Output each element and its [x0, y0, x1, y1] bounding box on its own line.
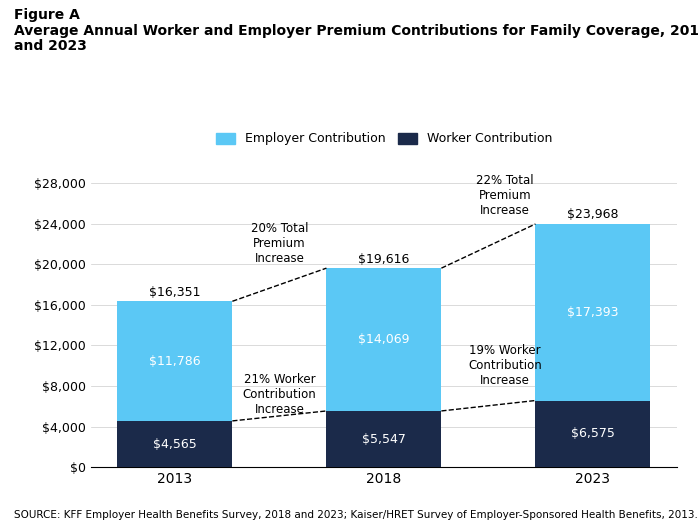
Text: SOURCE: KFF Employer Health Benefits Survey, 2018 and 2023; Kaiser/HRET Survey o: SOURCE: KFF Employer Health Benefits Sur…	[14, 510, 698, 520]
Text: $4,565: $4,565	[153, 437, 197, 450]
Text: 20% Total
Premium
Increase: 20% Total Premium Increase	[251, 223, 308, 266]
Text: $17,393: $17,393	[567, 306, 618, 319]
Text: $16,351: $16,351	[149, 286, 200, 299]
Text: $14,069: $14,069	[358, 333, 410, 346]
Text: 22% Total
Premium
Increase: 22% Total Premium Increase	[476, 174, 534, 217]
Bar	[535, 224, 651, 401]
Text: $11,786: $11,786	[149, 354, 201, 367]
Bar	[535, 401, 651, 467]
Legend: Employer Contribution, Worker Contribution: Employer Contribution, Worker Contributi…	[211, 128, 557, 150]
Bar	[327, 411, 441, 467]
Text: Figure A: Figure A	[14, 8, 80, 22]
Text: $6,575: $6,575	[571, 427, 615, 440]
Text: 21% Worker
Contribution
Increase: 21% Worker Contribution Increase	[242, 373, 316, 416]
Text: $19,616: $19,616	[358, 253, 410, 266]
Bar	[117, 301, 232, 421]
Text: Average Annual Worker and Employer Premium Contributions for Family Coverage, 20: Average Annual Worker and Employer Premi…	[14, 24, 698, 38]
Text: $23,968: $23,968	[567, 208, 618, 222]
Text: and 2023: and 2023	[14, 39, 87, 54]
Bar	[117, 421, 232, 467]
Bar	[327, 268, 441, 411]
Text: $5,547: $5,547	[362, 433, 406, 446]
Text: 19% Worker
Contribution
Increase: 19% Worker Contribution Increase	[468, 344, 542, 387]
